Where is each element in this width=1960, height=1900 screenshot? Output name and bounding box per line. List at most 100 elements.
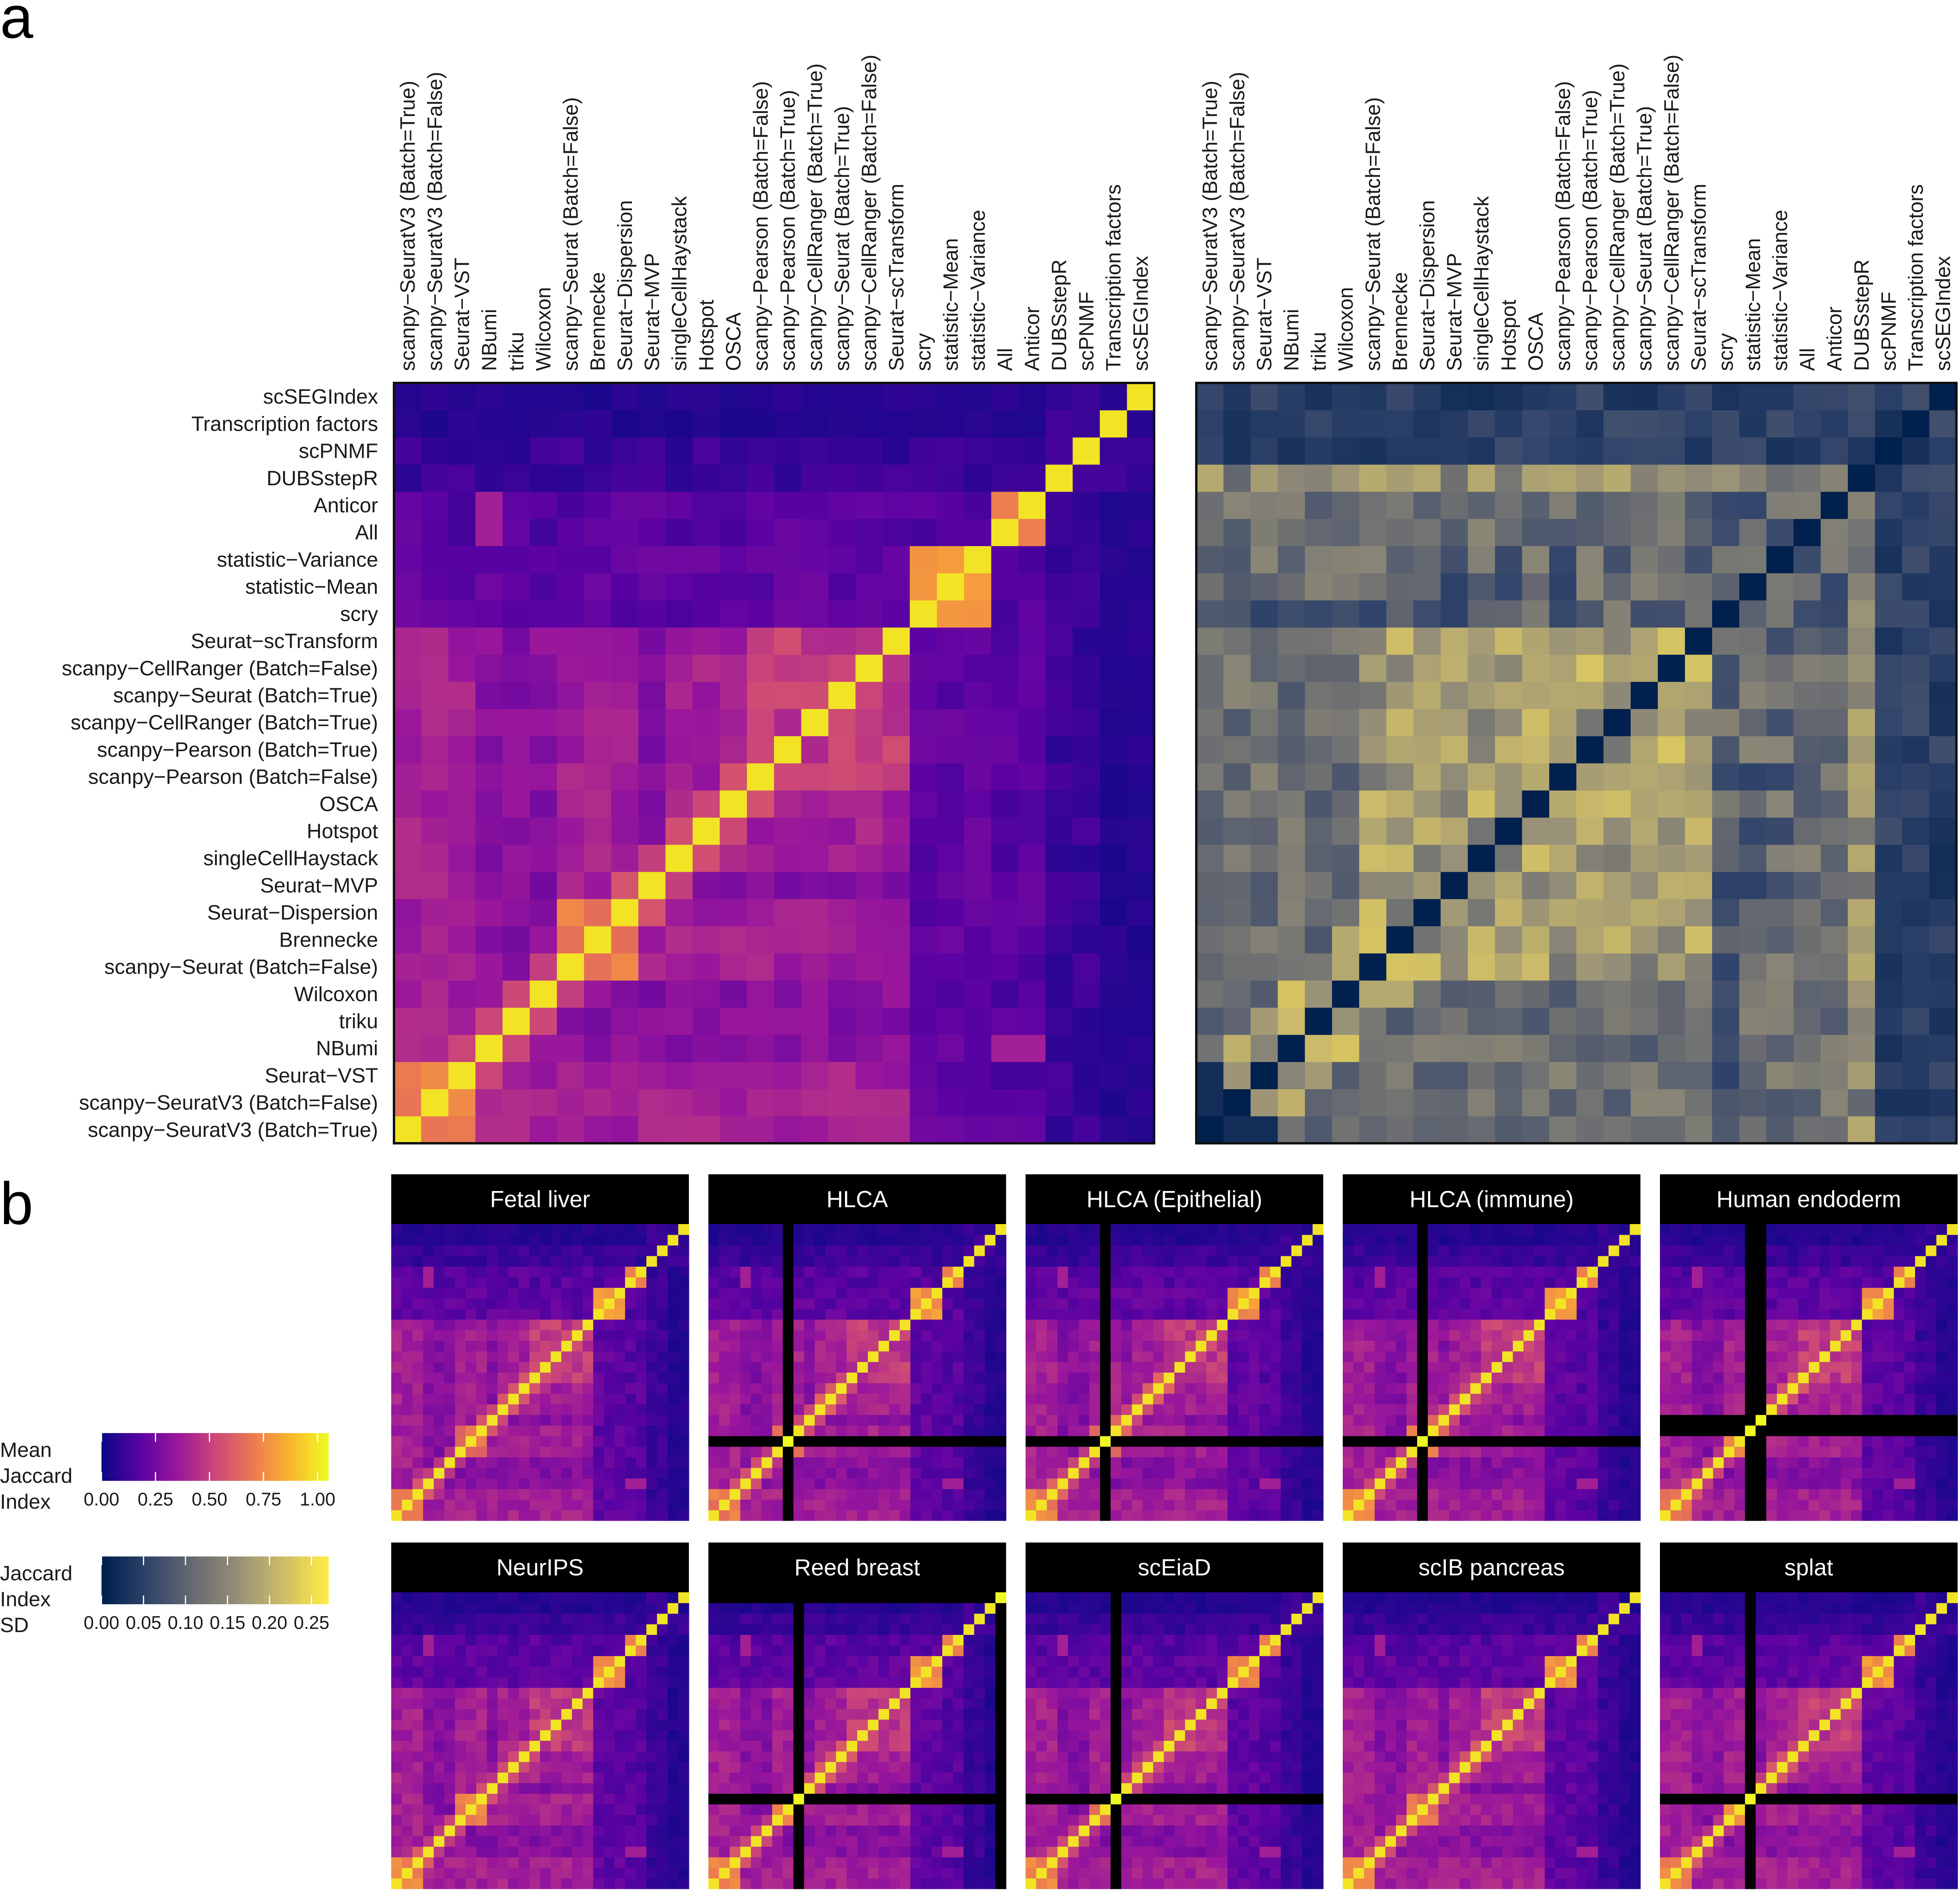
facet-cell (604, 1425, 615, 1436)
facet-cell (604, 1234, 615, 1246)
facet-cell (793, 1361, 805, 1373)
facet-cell (825, 1298, 837, 1309)
facet-cell (550, 1340, 562, 1351)
heatmap-cell (394, 763, 421, 791)
heatmap-cell (1305, 980, 1332, 1008)
facet-cell (729, 1256, 741, 1267)
heatmap-cell (1603, 600, 1631, 628)
facet-cell (444, 1234, 455, 1246)
heatmap-cell (1630, 519, 1658, 546)
row-label: scPNMF (299, 440, 378, 463)
facet-cell (751, 1499, 762, 1510)
facet-cell (825, 1383, 837, 1394)
facet-cell (942, 1414, 954, 1426)
facet-cell (868, 1489, 879, 1500)
heatmap-cell (1875, 844, 1903, 872)
heatmap-cell (1576, 926, 1604, 954)
heatmap-cell (584, 654, 612, 682)
heatmap-cell (1522, 682, 1550, 709)
facet-cell (1302, 1478, 1313, 1489)
facet-cell (582, 1404, 594, 1415)
heatmap-cell (692, 654, 720, 682)
facet-cell (1142, 1245, 1154, 1256)
facet-cell (1238, 1340, 1249, 1351)
facet-cell (1660, 1499, 1671, 1510)
facet-cell (889, 1499, 900, 1510)
heatmap-cell (1793, 491, 1821, 519)
heatmap-cell (1468, 709, 1495, 736)
facet-cell (1281, 1266, 1292, 1277)
heatmap-cell (1658, 1116, 1685, 1144)
facet-cell (740, 1383, 751, 1394)
facet-cell (646, 1340, 657, 1351)
facet-cell (953, 1436, 964, 1447)
facet-cell (1217, 1510, 1228, 1521)
facet-cell (1819, 1499, 1831, 1510)
heatmap-cell (584, 519, 612, 546)
heatmap-cell (1196, 817, 1224, 845)
heatmap-cell (1549, 871, 1577, 899)
facet-cell (1428, 1436, 1439, 1447)
heatmap-cell (692, 519, 720, 546)
facet-cell (921, 1393, 932, 1404)
facet-cell (646, 1446, 657, 1457)
facet-cell (1174, 1330, 1186, 1341)
heatmap-cell (394, 464, 421, 492)
heatmap-cell (1045, 1007, 1073, 1035)
facet-cell (1523, 1383, 1535, 1394)
facet-cell (1385, 1308, 1396, 1320)
heatmap-cell (502, 1035, 530, 1062)
facet-cell (1534, 1308, 1545, 1320)
facet-cell (572, 1287, 583, 1299)
facet-cell (1036, 1393, 1047, 1404)
facet-cell (719, 1319, 730, 1330)
heatmap-cell (1522, 844, 1550, 872)
facet-cell (1089, 1510, 1100, 1521)
heatmap-cell (828, 1007, 856, 1035)
heatmap-cell (1332, 926, 1359, 954)
facet-cell (678, 1277, 689, 1288)
facet-cell (1121, 1361, 1132, 1373)
facet-cell (1206, 1372, 1217, 1383)
facet-cell (1249, 1436, 1260, 1447)
heatmap-cell (1100, 1089, 1127, 1117)
facet-cell (1164, 1330, 1175, 1341)
heatmap-cell (1045, 627, 1073, 655)
facet-cell (433, 1224, 445, 1235)
facet-cell (1619, 1446, 1630, 1457)
facet-cell (921, 1425, 932, 1436)
facet-cell (783, 1372, 794, 1383)
heatmap-cell (720, 546, 747, 574)
facet-cell (1555, 1234, 1566, 1246)
facet-cell (1100, 1383, 1111, 1394)
heatmap-cell (1658, 437, 1685, 465)
heatmap-cell (1820, 464, 1848, 492)
heatmap-cell (1223, 654, 1251, 682)
facet-cell (1777, 1478, 1788, 1489)
facet-cell (1608, 1372, 1620, 1383)
facet-cell (455, 1308, 466, 1320)
heatmap-cell (1522, 546, 1550, 574)
heatmap-cell (584, 573, 612, 601)
heatmap-cell (584, 953, 612, 981)
heatmap-cell (720, 654, 747, 682)
facet-cell (1281, 1224, 1292, 1235)
heatmap-cell (1902, 871, 1930, 899)
heatmap-cell (530, 790, 557, 818)
facet-cell (1110, 1457, 1122, 1468)
heatmap-cell (1073, 817, 1100, 845)
facet-cell (1302, 1489, 1313, 1500)
facet-cell (1702, 1510, 1714, 1521)
heatmap-cell (1018, 980, 1046, 1008)
facet-cell (466, 1308, 477, 1320)
facet-cell (604, 1393, 615, 1404)
facet-cell (889, 1330, 900, 1341)
facet-cell (729, 1510, 741, 1521)
heatmap-cell (1658, 871, 1685, 899)
facet-cell (1110, 1361, 1122, 1373)
facet-cell (1766, 1457, 1777, 1468)
facet-cell (572, 1277, 583, 1288)
facet-cell (1406, 1499, 1418, 1510)
facet-cell (1459, 1287, 1471, 1299)
facet-cell (1238, 1351, 1249, 1362)
